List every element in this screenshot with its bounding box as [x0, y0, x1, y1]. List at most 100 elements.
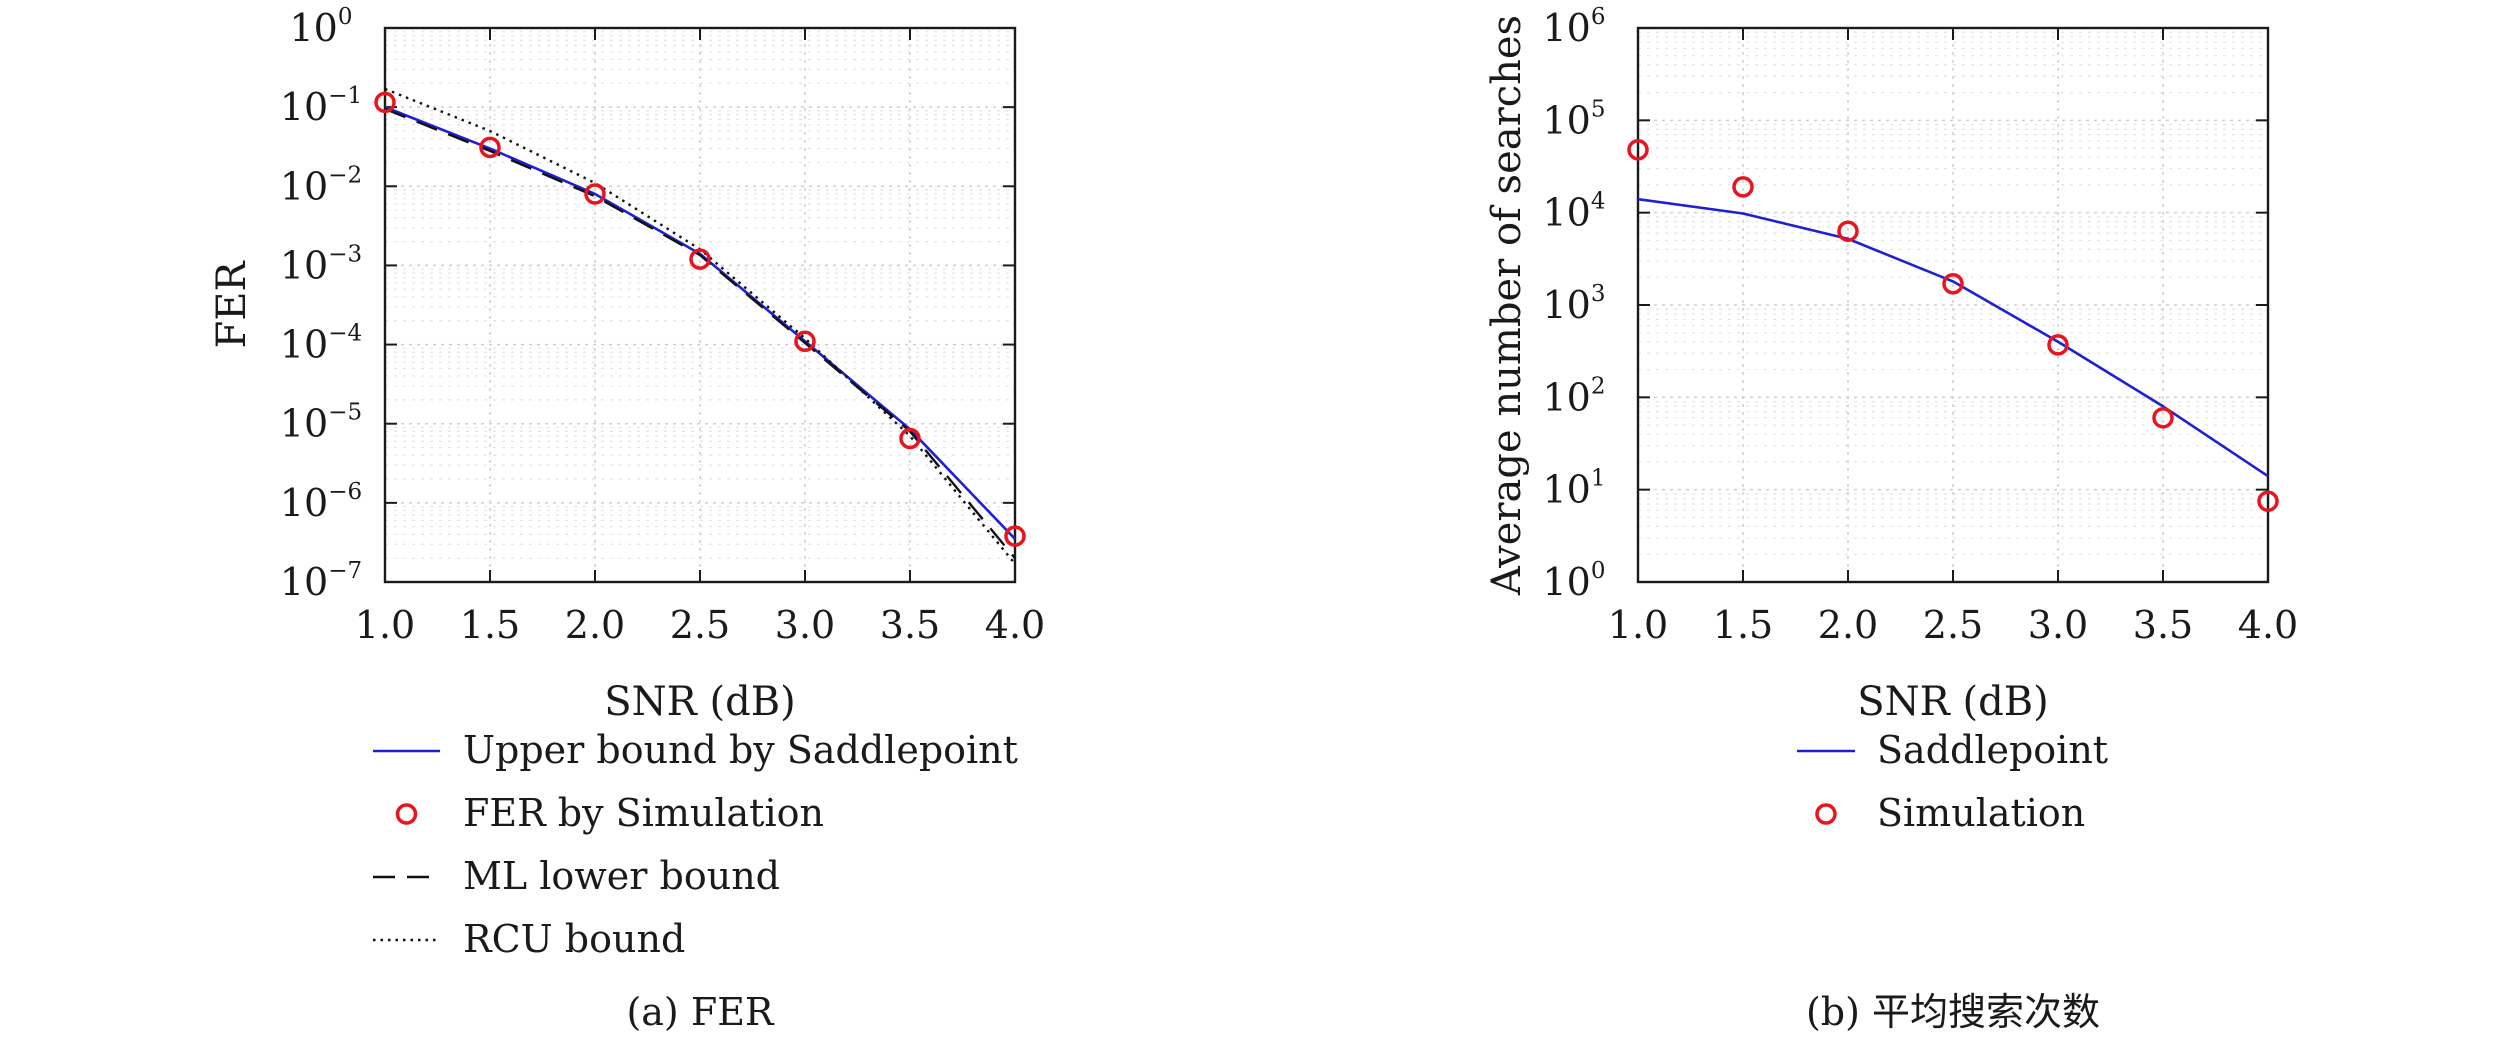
y-tick-exponent: 0	[1591, 558, 1606, 584]
y-axis-label: FER	[209, 260, 255, 349]
y-tick-base: 10	[290, 6, 338, 50]
y-tick-base: 10	[1543, 468, 1591, 512]
y-tick-label: 10−7	[280, 558, 362, 604]
y-tick-label: 105	[1543, 96, 1606, 142]
y-tick-label: 10−2	[280, 162, 362, 208]
legend-item: Upper bound by Saddlepoint	[373, 728, 1018, 772]
data-point	[899, 427, 921, 450]
legend-label: FER by Simulation	[463, 791, 824, 835]
y-tick-label: 102	[1543, 373, 1606, 419]
data-point	[2257, 490, 2279, 512]
y-tick-exponent: 1	[1591, 466, 1606, 492]
y-tick-exponent: −4	[328, 321, 362, 347]
y-axis-label: Average number of searches	[1484, 15, 1530, 596]
x-tick-label: 2.5	[1923, 603, 1983, 647]
y-tick-base: 10	[1543, 560, 1591, 604]
series-ml-lower-bound	[384, 107, 1016, 559]
y-tick-label: 10−3	[280, 241, 362, 287]
legend-item: FER by Simulation	[395, 791, 824, 835]
y-tick-base: 10	[280, 323, 328, 367]
x-tick-label: 3.5	[2133, 603, 2193, 647]
data-point	[2152, 407, 2174, 429]
data-point	[479, 136, 501, 159]
series-upper-bound-by-saddlepoint	[384, 105, 1016, 540]
y-tick-base: 10	[280, 85, 328, 129]
legend-marker	[1815, 803, 1837, 825]
x-tick-label: 4.0	[985, 603, 1045, 647]
y-tick-exponent: 2	[1591, 373, 1606, 399]
series-fer-by-simulation	[374, 91, 1026, 547]
grid	[1638, 28, 2268, 582]
y-tick-exponent: −1	[328, 83, 362, 109]
legend: Upper bound by Saddlepoint FER by Simulat…	[373, 728, 1018, 961]
y-tick-base: 10	[1543, 98, 1591, 142]
y-tick-exponent: 0	[338, 4, 353, 30]
y-tick-base: 10	[1543, 375, 1591, 419]
x-tick-label: 2.5	[670, 603, 730, 647]
y-tick-exponent: 4	[1591, 189, 1606, 215]
panel-b-searches-chart: 1.0 1.5 2.0 2.5 3.0 3.5 4.01061051041031021011…	[1484, 4, 2298, 1034]
x-tick-label: 1.0	[1608, 603, 1668, 647]
legend-item: ML lower bound	[373, 854, 780, 898]
x-tick-label: 4.0	[2238, 603, 2298, 647]
y-tick-exponent: −7	[328, 558, 362, 584]
y-tick-exponent: 5	[1591, 96, 1606, 122]
panel-a-fer-chart: 1.0 1.5 2.0 2.5 3.0 3.5 4.010010−110−210−310−4…	[209, 4, 1045, 1034]
y-tick-exponent: 3	[1591, 281, 1606, 307]
x-axis-label: SNR (dB)	[1857, 679, 2048, 725]
legend-label: Upper bound by Saddlepoint	[463, 728, 1018, 772]
y-tick-base: 10	[1543, 283, 1591, 327]
x-tick-label: 3.5	[880, 603, 940, 647]
y-tick-base: 10	[280, 481, 328, 525]
y-tick-label: 10−6	[280, 479, 362, 525]
y-tick-exponent: −2	[328, 162, 362, 188]
figure-caption: (a) FER	[626, 990, 774, 1034]
series-simulation	[1627, 139, 2279, 512]
y-tick-exponent: −6	[328, 479, 362, 505]
y-tick-base: 10	[1543, 6, 1591, 50]
data-point	[1627, 139, 1649, 161]
y-tick-exponent: −5	[328, 400, 362, 426]
series-line	[384, 105, 1016, 540]
y-tick-label: 100	[290, 4, 353, 50]
y-tick-label: 100	[1543, 558, 1606, 604]
legend-item: Simulation	[1815, 791, 2085, 835]
x-tick-label: 1.0	[355, 603, 415, 647]
x-tick-label: 3.0	[2028, 603, 2088, 647]
y-tick-base: 10	[280, 164, 328, 208]
data-point	[689, 248, 711, 270]
x-tick-label: 3.0	[775, 603, 835, 647]
series-line	[1637, 197, 2269, 478]
data-point	[1942, 272, 1964, 295]
y-tick-label: 103	[1543, 281, 1606, 327]
legend: Saddlepoint Simulation	[1797, 728, 2108, 835]
grid	[385, 28, 1015, 582]
x-tick-label: 2.0	[565, 603, 625, 647]
legend-label: Saddlepoint	[1877, 728, 2108, 772]
figure-caption: (b) 平均搜索次数	[1806, 990, 2100, 1034]
y-tick-label: 10−1	[280, 83, 362, 129]
x-axis-label: SNR (dB)	[604, 679, 795, 725]
axis-ticks	[1637, 27, 2269, 583]
legend-label: ML lower bound	[463, 854, 780, 898]
x-tick-label: 1.5	[460, 603, 520, 647]
y-tick-base: 10	[280, 243, 328, 287]
y-tick-label: 104	[1543, 189, 1606, 235]
y-tick-label: 10−5	[280, 400, 362, 446]
y-tick-exponent: −3	[328, 241, 362, 267]
x-tick-label: 2.0	[1818, 603, 1878, 647]
axis-ticks	[384, 27, 1016, 583]
y-tick-base: 10	[280, 560, 328, 604]
data-point	[374, 91, 396, 114]
data-point	[794, 330, 816, 353]
y-tick-label: 106	[1543, 4, 1606, 50]
data-point	[1004, 525, 1026, 547]
y-tick-label: 10−4	[280, 321, 362, 367]
data-point	[584, 183, 606, 205]
y-tick-exponent: 6	[1591, 4, 1606, 30]
data-point	[2047, 334, 2069, 356]
legend-label: RCU bound	[463, 917, 685, 961]
legend-item: RCU bound	[373, 917, 685, 961]
y-tick-label: 101	[1543, 466, 1606, 512]
